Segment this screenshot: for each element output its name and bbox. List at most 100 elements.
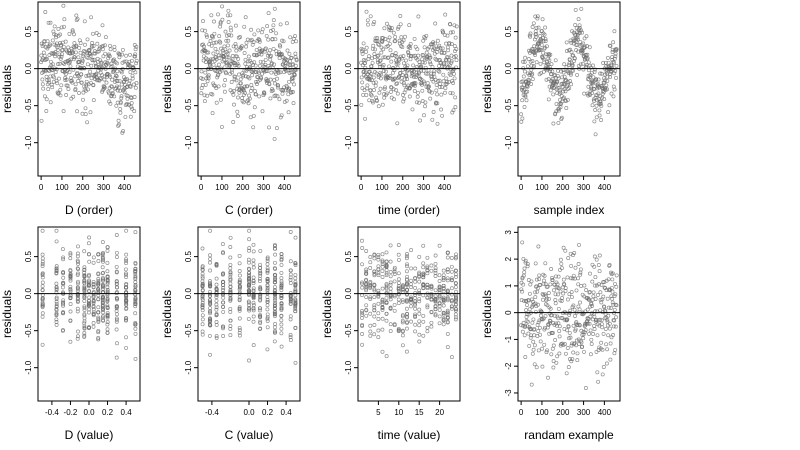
data-point: [271, 27, 276, 32]
y-tick-label: 0.0: [24, 63, 33, 75]
x-tick-label: 300: [577, 183, 591, 192]
data-point: [237, 72, 241, 77]
data-point: [114, 317, 119, 322]
data-point: [200, 303, 205, 308]
data-point: [417, 332, 422, 337]
x-tick-label: 200: [396, 183, 410, 192]
data-point: [441, 295, 446, 300]
data-point: [567, 86, 572, 91]
data-point: [604, 361, 609, 366]
data-point: [244, 40, 249, 45]
data-point: [448, 22, 453, 27]
data-point: [40, 314, 45, 319]
data-point: [433, 294, 438, 299]
data-point: [222, 57, 226, 62]
data-point: [532, 64, 536, 68]
data-point: [273, 322, 278, 326]
data-point: [105, 60, 110, 65]
data-point: [380, 316, 385, 321]
data-point: [569, 50, 574, 55]
data-point: [200, 313, 205, 318]
data-point: [600, 347, 605, 352]
data-point: [445, 345, 450, 350]
x-tick-label: 300: [97, 183, 111, 192]
data-point: [404, 256, 409, 261]
data-point: [588, 328, 593, 333]
data-point: [437, 321, 442, 326]
data-point: [409, 297, 414, 302]
data-point: [207, 333, 212, 338]
data-point: [91, 324, 96, 329]
data-point: [400, 320, 405, 325]
data-point: [544, 44, 549, 49]
data-point: [238, 35, 242, 39]
data-point: [284, 21, 289, 26]
data-point: [258, 292, 263, 297]
data-point: [380, 349, 385, 354]
data-point: [54, 285, 59, 290]
data-point: [51, 62, 55, 67]
data-point: [413, 276, 418, 281]
data-point: [40, 303, 45, 308]
data-point: [247, 282, 251, 287]
data-point: [396, 285, 401, 290]
data-point: [437, 69, 442, 74]
data-point: [395, 91, 400, 96]
data-point: [603, 327, 608, 331]
data-point: [273, 93, 278, 98]
data-point: [96, 49, 101, 54]
data-point: [368, 311, 373, 316]
data-point: [530, 320, 535, 325]
data-point: [384, 295, 389, 300]
data-point: [287, 86, 292, 91]
data-point: [68, 318, 73, 323]
data-point: [251, 262, 256, 266]
data-point: [234, 44, 239, 49]
data-point: [420, 88, 425, 93]
data-point: [381, 36, 385, 41]
data-point: [210, 111, 215, 116]
data-point: [71, 57, 76, 62]
data-point: [569, 263, 574, 268]
data-point: [237, 253, 242, 258]
data-point: [400, 45, 405, 50]
x-tick-label: 20: [435, 408, 444, 417]
data-point: [235, 109, 240, 114]
data-point: [68, 339, 73, 344]
data-point: [417, 279, 422, 284]
data-point: [273, 301, 278, 305]
data-point: [118, 107, 123, 111]
data-point: [291, 76, 296, 81]
data-point: [54, 296, 59, 301]
data-point: [96, 252, 101, 257]
data-point: [611, 94, 616, 99]
data-point: [403, 58, 408, 63]
data-point: [601, 331, 606, 336]
data-point: [231, 44, 236, 49]
data-point: [124, 275, 129, 279]
x-tick-label: 0: [519, 183, 524, 192]
data-point: [427, 89, 432, 94]
data-point: [114, 306, 119, 311]
data-point: [101, 277, 105, 282]
data-point: [603, 78, 607, 83]
data-point: [605, 87, 610, 92]
x-tick-label: 200: [556, 183, 570, 192]
data-point: [82, 313, 87, 318]
data-point: [63, 60, 68, 64]
data-point: [83, 112, 88, 117]
data-point: [251, 258, 256, 263]
data-point: [520, 329, 525, 334]
data-point: [609, 91, 614, 96]
data-point: [127, 78, 132, 83]
data-point: [415, 94, 420, 99]
data-point: [251, 314, 256, 319]
y-tick-label: 1: [504, 283, 513, 288]
data-point: [87, 289, 92, 294]
data-point: [252, 32, 257, 37]
data-point: [258, 326, 263, 331]
data-point: [590, 103, 595, 108]
data-point: [360, 332, 365, 336]
data-point: [421, 319, 426, 324]
data-point: [525, 264, 530, 269]
